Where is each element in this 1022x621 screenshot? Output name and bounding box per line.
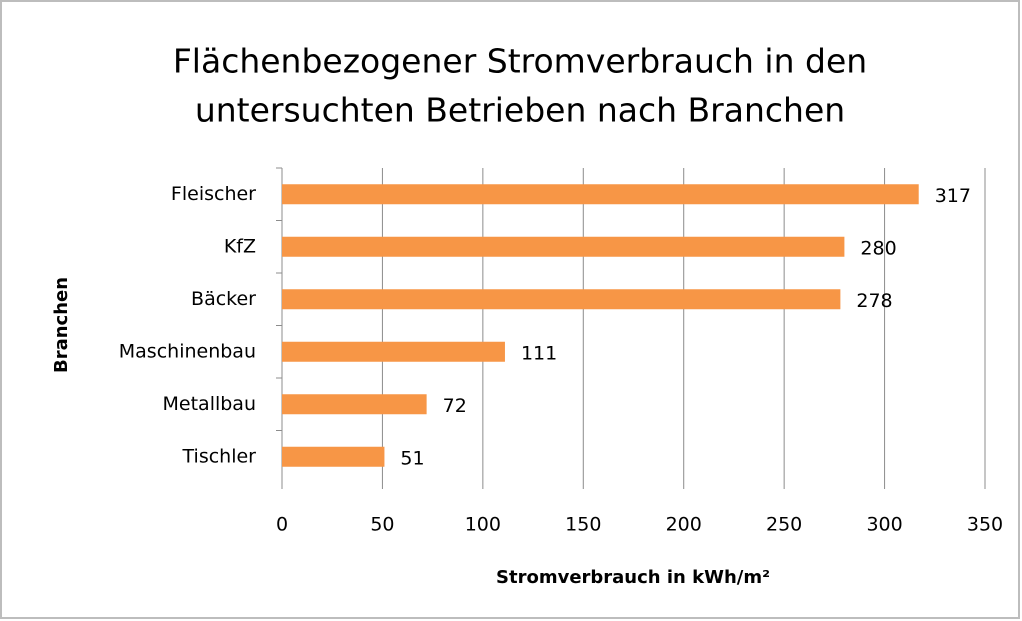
bar: [282, 446, 385, 467]
x-tick-label: 0: [276, 514, 288, 536]
y-tick-label: Bäcker: [191, 288, 256, 310]
x-tick-label: 350: [967, 514, 1003, 536]
y-axis-title: Branchen: [51, 277, 72, 373]
data-label: 280: [860, 237, 896, 259]
y-tick-label: KfZ: [224, 235, 256, 257]
x-tick-label: 250: [766, 514, 802, 536]
x-tick-label: 50: [370, 514, 394, 536]
bar: [282, 394, 427, 415]
x-tick-label: 300: [866, 514, 902, 536]
bar: [282, 341, 505, 362]
y-tick-label: Fleischer: [171, 183, 256, 205]
data-label: 72: [443, 395, 467, 417]
x-tick-label: 100: [465, 514, 501, 536]
bar: [282, 236, 845, 257]
bar: [282, 184, 919, 205]
data-label: 51: [400, 447, 424, 469]
x-axis-title: Stromverbrauch in kWh/m²: [496, 567, 770, 588]
data-label: 111: [521, 342, 557, 364]
x-tick-label: 150: [565, 514, 601, 536]
x-tick-label: 200: [666, 514, 702, 536]
data-label: 278: [856, 290, 892, 312]
data-label: 317: [935, 185, 971, 207]
y-tick-label: Maschinenbau: [119, 340, 256, 362]
chart-title: Flächenbezogener Stromverbrauch in den: [173, 42, 867, 81]
y-tick-label: Tischler: [182, 445, 257, 467]
bar: [282, 289, 841, 310]
y-tick-label: Metallbau: [163, 393, 256, 415]
chart-title: untersuchten Betrieben nach Branchen: [195, 91, 845, 130]
